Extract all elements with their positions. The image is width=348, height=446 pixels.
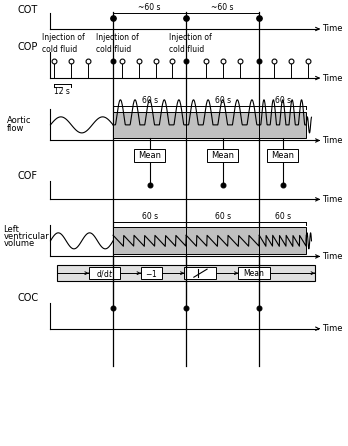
- Text: ~60 s: ~60 s: [212, 4, 234, 12]
- Text: d/d$t$: d/d$t$: [96, 268, 113, 279]
- Text: volume: volume: [3, 239, 35, 248]
- Text: Mean: Mean: [244, 268, 264, 278]
- Text: 12 s: 12 s: [55, 87, 70, 95]
- Text: Mean: Mean: [271, 151, 294, 160]
- Bar: [134, 149, 165, 162]
- Text: Time: Time: [322, 252, 342, 261]
- Text: flow: flow: [7, 124, 24, 133]
- Bar: [238, 267, 270, 279]
- Text: Aortic: Aortic: [7, 116, 31, 125]
- Bar: [113, 227, 186, 254]
- Text: ventricular: ventricular: [3, 232, 49, 241]
- Bar: [113, 112, 186, 138]
- Bar: [184, 267, 216, 279]
- Bar: [141, 267, 162, 279]
- Bar: [259, 112, 306, 138]
- Text: Time: Time: [322, 74, 342, 83]
- Text: Time: Time: [322, 25, 342, 33]
- Text: Injection of
cold fluid: Injection of cold fluid: [96, 33, 139, 54]
- Bar: [207, 149, 238, 162]
- Text: COT: COT: [17, 5, 38, 15]
- Text: 60 s: 60 s: [215, 212, 231, 221]
- Text: Time: Time: [322, 136, 342, 145]
- Text: 60 s: 60 s: [275, 212, 291, 221]
- Text: $-1$: $-1$: [145, 268, 158, 279]
- Text: Left: Left: [3, 225, 19, 234]
- Text: Injection of
cold fluid: Injection of cold fluid: [169, 33, 212, 54]
- Text: COF: COF: [17, 171, 37, 181]
- Text: Mean: Mean: [138, 151, 161, 160]
- Text: COC: COC: [17, 293, 39, 303]
- Bar: [267, 149, 298, 162]
- Bar: [89, 267, 120, 279]
- Bar: [57, 265, 315, 281]
- Text: COP: COP: [17, 42, 38, 52]
- Text: 60 s: 60 s: [275, 96, 291, 105]
- Text: Injection of
cold fluid: Injection of cold fluid: [42, 33, 85, 54]
- Text: Mean: Mean: [211, 151, 234, 160]
- Text: 60 s: 60 s: [142, 212, 158, 221]
- Text: Time: Time: [322, 324, 342, 333]
- Text: ~60 s: ~60 s: [139, 4, 161, 12]
- Text: 60 s: 60 s: [142, 96, 158, 105]
- Text: Time: Time: [322, 195, 342, 204]
- Bar: [186, 112, 259, 138]
- Bar: [259, 227, 306, 254]
- Bar: [186, 227, 259, 254]
- Text: 60 s: 60 s: [215, 96, 231, 105]
